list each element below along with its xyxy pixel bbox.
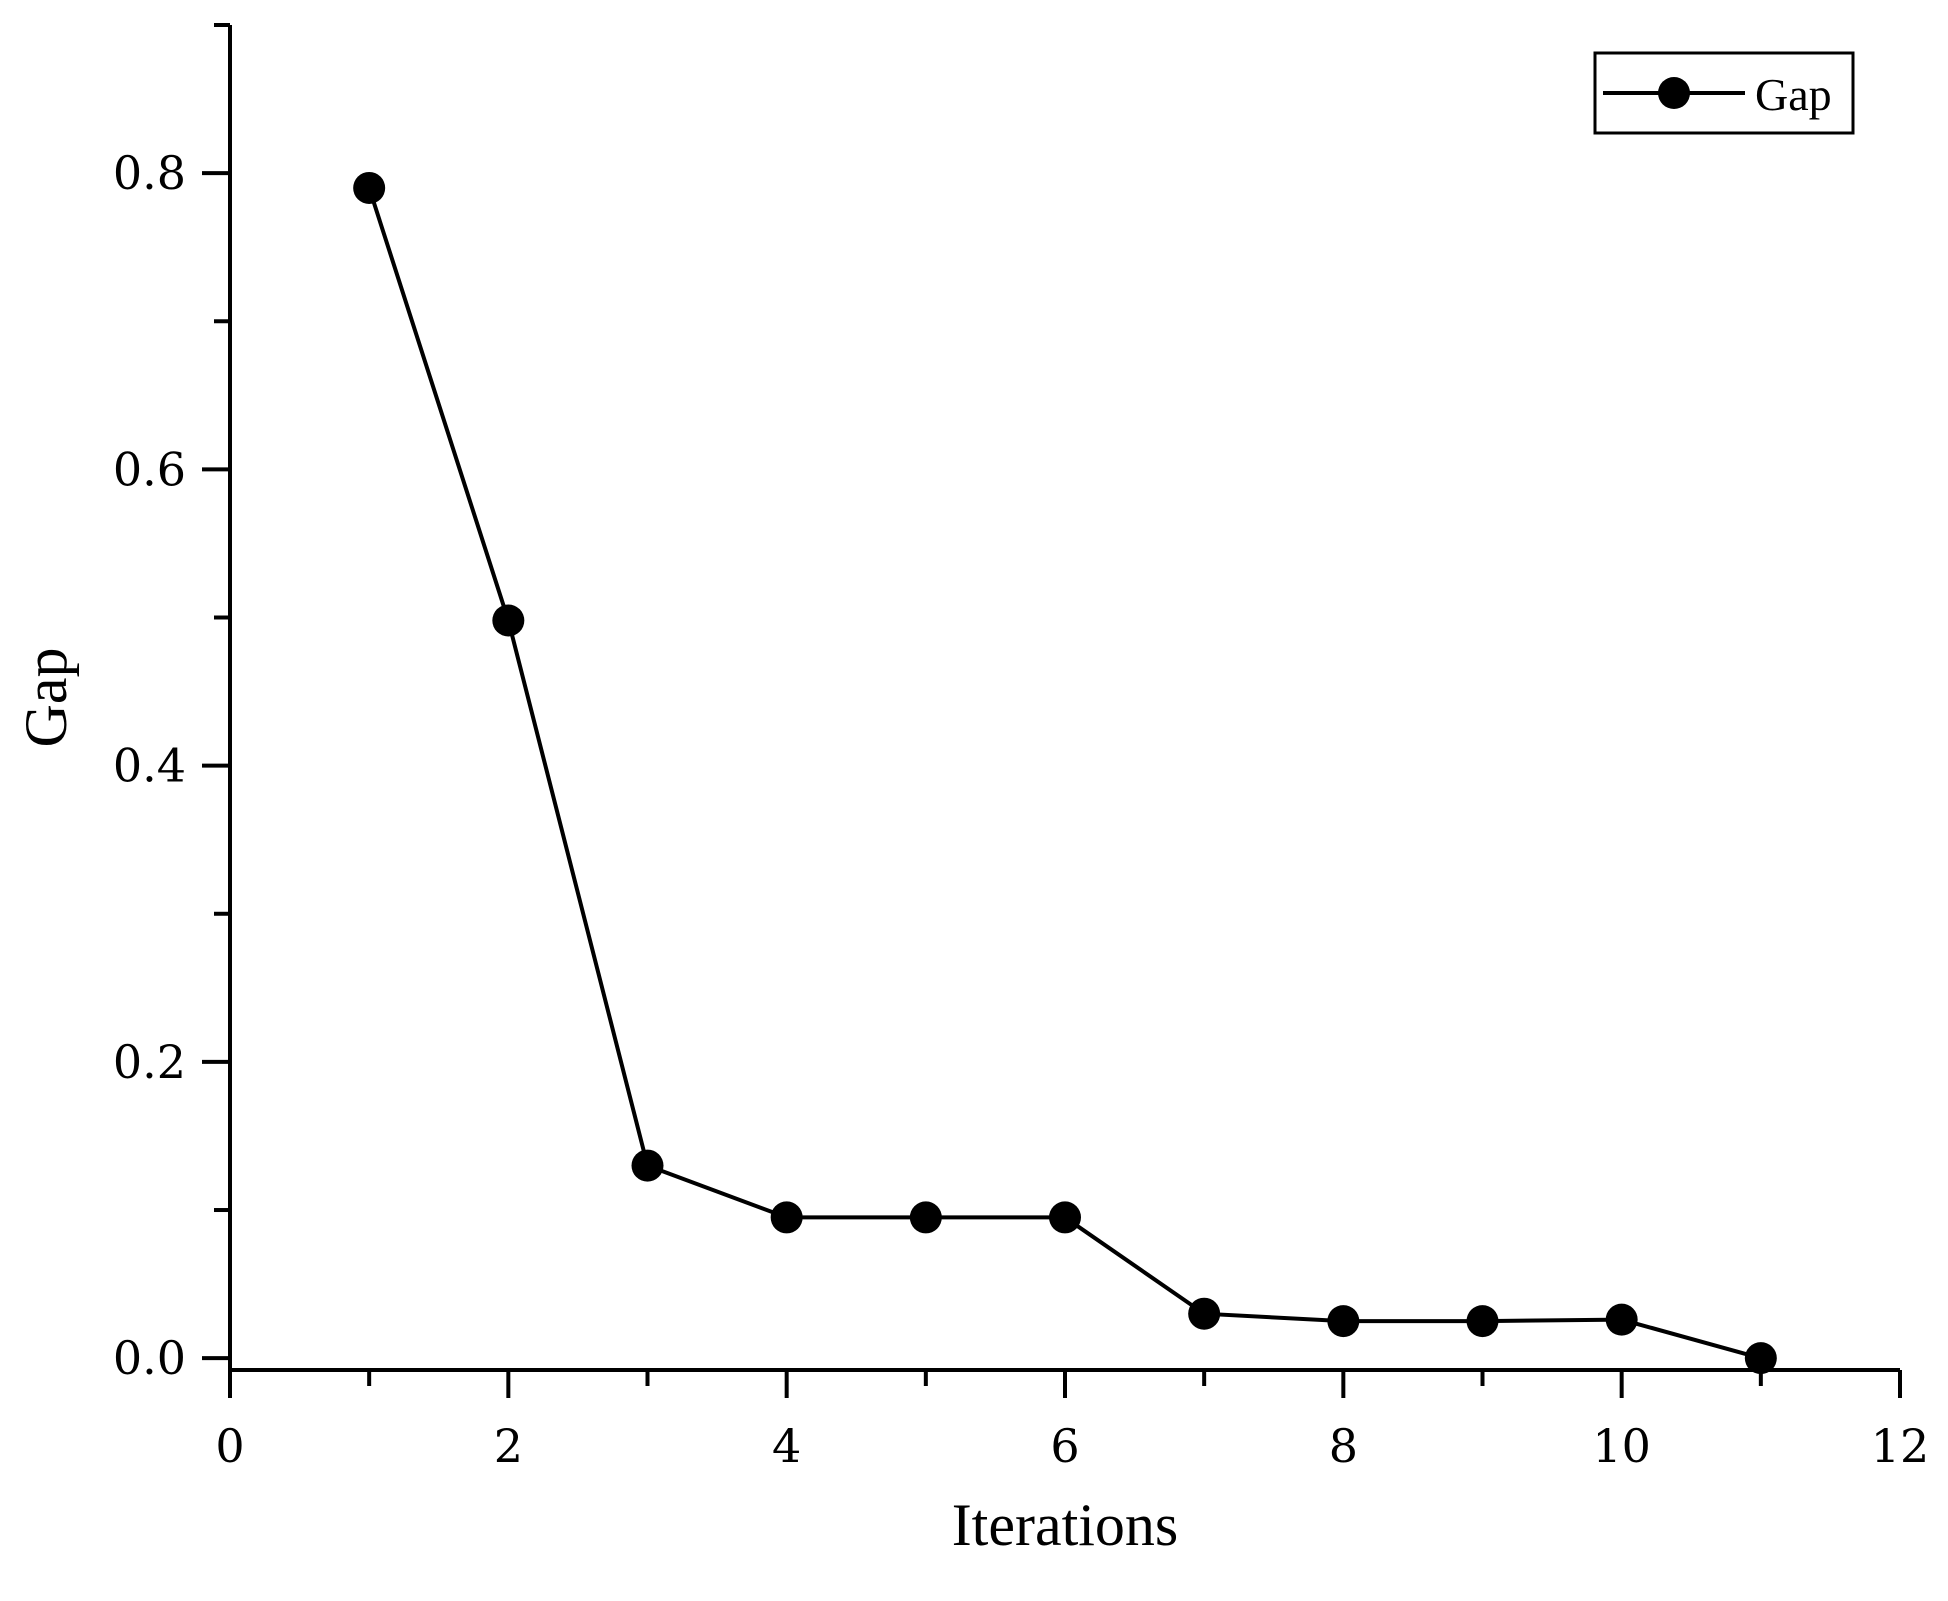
- series-line-gap: [367, 187, 1762, 1361]
- data-point-marker: [1049, 1201, 1081, 1234]
- legend: Gap: [1593, 51, 1855, 135]
- x-tick-label: 2: [494, 1419, 523, 1473]
- x-tick-label: 4: [772, 1419, 801, 1473]
- data-point-marker: [492, 604, 525, 637]
- y-tick-label: 0.2: [113, 1035, 186, 1089]
- legend-label: Gap: [1755, 69, 1832, 120]
- data-point-marker: [1744, 1342, 1777, 1375]
- data-point-marker: [631, 1149, 664, 1182]
- x-tick-label: 8: [1329, 1419, 1358, 1473]
- ticks: [202, 23, 1902, 1398]
- x-tick-label: 10: [1592, 1419, 1651, 1473]
- y-axis-title: Gap: [13, 648, 79, 748]
- data-point-marker: [1327, 1305, 1360, 1338]
- data-point-marker: [909, 1201, 942, 1234]
- x-tick-label: 12: [1871, 1419, 1930, 1473]
- data-point-marker: [353, 171, 386, 204]
- plot-area: [353, 171, 1777, 1375]
- tick-labels: 0 2 4 6 8 10 12 0.0 0.2 0.4 0.6 0.8: [113, 146, 1929, 1473]
- axes: [228, 25, 1900, 1372]
- y-tick-label: 0.6: [113, 442, 186, 496]
- data-point-marker: [1466, 1305, 1499, 1338]
- y-tick-label: 0.0: [113, 1331, 186, 1385]
- x-tick-label: 6: [1050, 1419, 1079, 1473]
- data-point-marker: [770, 1201, 803, 1234]
- x-axis-title: Iterations: [952, 1492, 1179, 1558]
- y-tick-label: 0.4: [113, 739, 186, 793]
- y-tick-label: 0.8: [113, 146, 186, 200]
- legend-marker: [1658, 77, 1690, 109]
- x-tick-label: 0: [215, 1419, 244, 1473]
- data-point-marker: [1188, 1297, 1221, 1330]
- data-point-marker: [1605, 1303, 1638, 1336]
